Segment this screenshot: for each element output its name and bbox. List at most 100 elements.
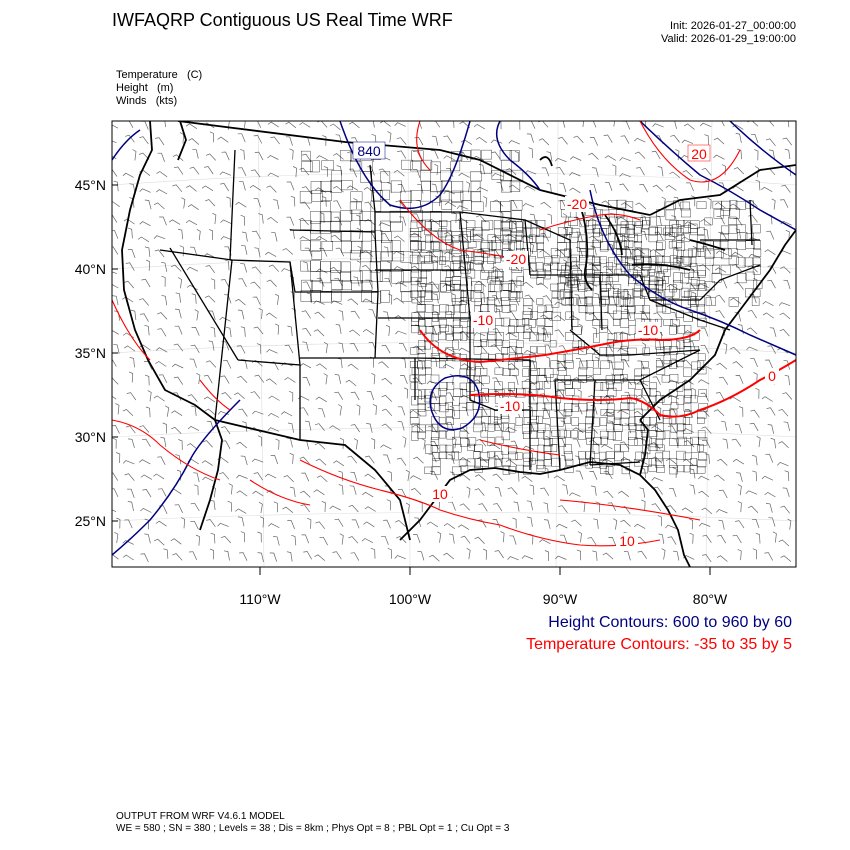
wind-barb xyxy=(236,345,246,354)
wind-barb xyxy=(589,183,597,194)
county-cell xyxy=(676,450,686,460)
county-cell xyxy=(614,444,621,452)
wind-barb xyxy=(430,441,440,450)
county-cell xyxy=(627,305,635,315)
wind-barb xyxy=(113,180,119,192)
county-cell xyxy=(676,256,683,264)
county-cell xyxy=(551,457,561,467)
county-cell xyxy=(473,233,483,242)
wind-barb xyxy=(130,309,137,321)
wind-barb xyxy=(572,264,583,272)
wind-barb xyxy=(140,507,152,513)
county-cell xyxy=(648,464,658,472)
county-cell xyxy=(509,319,519,327)
county-cell xyxy=(529,256,536,263)
county-cell xyxy=(557,354,566,362)
county-cell xyxy=(523,465,532,475)
county-cell xyxy=(516,291,523,299)
county-cell xyxy=(634,459,643,467)
county-cell xyxy=(458,459,467,467)
wind-barb xyxy=(220,219,232,225)
county-cell xyxy=(473,359,482,367)
county-cell xyxy=(421,240,434,253)
wind-barb xyxy=(304,247,313,257)
county-cell xyxy=(621,304,628,314)
wind-barb xyxy=(505,168,517,175)
county-cell xyxy=(634,408,643,417)
county-cell xyxy=(481,261,494,273)
wind-barb xyxy=(783,421,791,432)
county-cell xyxy=(350,270,363,284)
field-label-height: Height (m) xyxy=(116,82,173,94)
wind-barb xyxy=(188,138,200,145)
county-cell xyxy=(607,333,618,341)
wind-barb xyxy=(626,293,631,305)
wind-barb xyxy=(705,179,710,191)
wind-barb xyxy=(275,438,280,450)
wind-barb xyxy=(175,292,181,303)
county-cell xyxy=(676,340,685,349)
county-cell xyxy=(310,230,322,240)
county-cell xyxy=(481,240,493,252)
county-cell xyxy=(451,181,464,193)
wind-barb xyxy=(751,518,760,529)
county-cell xyxy=(670,423,678,433)
wind-barb xyxy=(477,345,488,353)
wind-barb xyxy=(634,151,646,159)
wind-barb xyxy=(572,438,581,448)
county-cell xyxy=(605,277,613,285)
wind-barb xyxy=(388,293,393,305)
wind-barb xyxy=(571,519,582,527)
county-cell xyxy=(680,201,690,211)
wind-barb xyxy=(220,375,230,384)
county-cell xyxy=(664,289,675,297)
wind-barb xyxy=(508,140,520,145)
wind-barb xyxy=(315,396,327,403)
county-cell xyxy=(656,280,666,290)
county-cell xyxy=(565,311,574,320)
county-cell xyxy=(656,304,667,313)
wind-barb xyxy=(465,437,471,449)
wind-barb xyxy=(195,534,200,546)
wind-barb xyxy=(637,360,645,370)
county-cell xyxy=(360,220,373,232)
wind-barb xyxy=(299,456,310,465)
wind-barb xyxy=(381,535,389,545)
county-cell xyxy=(677,423,686,431)
county-cell xyxy=(683,249,693,258)
wind-barb xyxy=(155,361,167,367)
county-cell xyxy=(635,430,643,439)
county-cell xyxy=(697,360,705,370)
wind-barb xyxy=(634,137,646,143)
county-cell xyxy=(453,388,463,397)
county-cell xyxy=(634,241,642,248)
county-cell xyxy=(481,221,490,231)
county-cell xyxy=(470,180,481,193)
county-cell xyxy=(585,312,595,321)
temperature-label: -10 xyxy=(500,398,520,414)
wind-barb xyxy=(393,235,405,242)
county-cell xyxy=(704,249,715,259)
county-cell xyxy=(632,288,641,297)
wind-barb xyxy=(562,121,566,128)
wind-barb xyxy=(366,423,373,433)
county-cell xyxy=(420,170,431,182)
wind-barb xyxy=(223,550,230,561)
county-cell xyxy=(515,347,522,355)
county-cell xyxy=(410,382,419,390)
wind-barb xyxy=(765,138,776,147)
wind-barb xyxy=(538,121,549,128)
county-cell xyxy=(418,340,426,350)
wind-barb xyxy=(785,229,790,241)
wind-barb xyxy=(168,219,181,225)
county-cell xyxy=(656,347,665,356)
county-cell xyxy=(586,269,595,277)
county-cell xyxy=(487,255,496,264)
wind-barb xyxy=(300,490,311,498)
wind-barb xyxy=(238,408,248,417)
county-cell xyxy=(579,255,588,263)
wind-barb xyxy=(767,424,775,434)
wind-barb xyxy=(172,553,183,561)
wind-barb xyxy=(268,264,280,272)
county-cell xyxy=(470,149,481,160)
